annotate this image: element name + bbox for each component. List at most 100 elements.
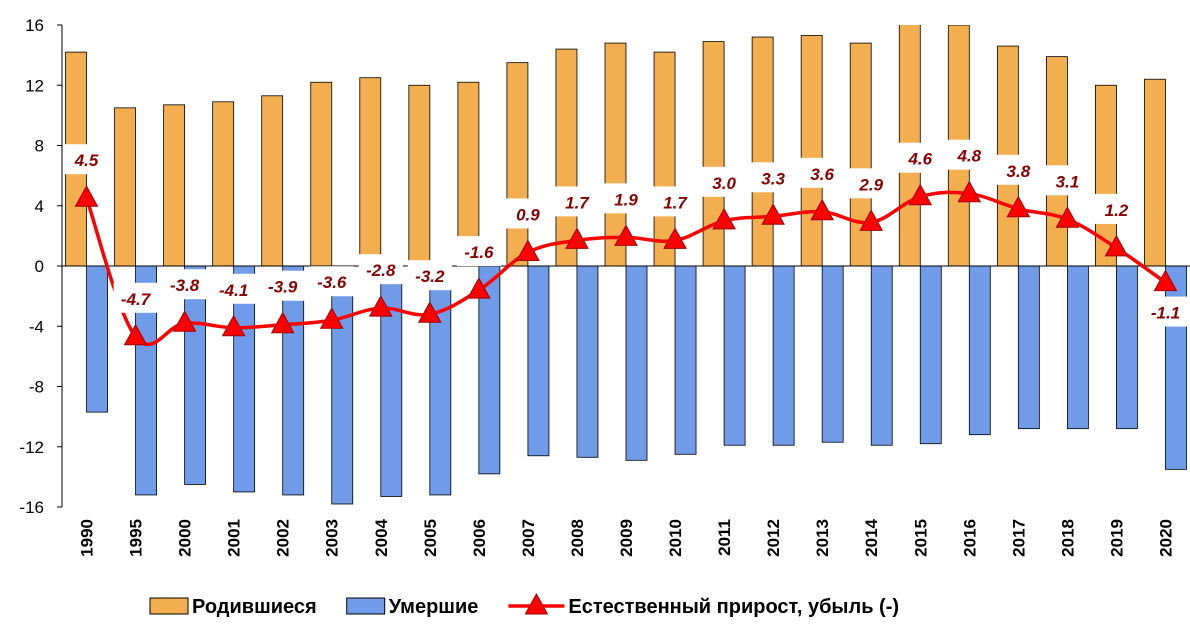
bar	[114, 107, 136, 267]
marker	[712, 207, 736, 230]
data-label-box	[505, 198, 550, 229]
bar	[849, 42, 872, 267]
bar	[261, 95, 284, 267]
bar	[527, 265, 550, 457]
data-label: -4.1	[219, 281, 248, 300]
x-tick-label: 2006	[470, 519, 489, 557]
bar	[919, 265, 942, 445]
data-label-box	[1094, 193, 1139, 224]
bar	[1116, 265, 1138, 430]
marker	[123, 323, 148, 346]
legend-swatch	[346, 597, 386, 615]
legend-label: Родившиеся	[192, 596, 317, 618]
x-tick-label: 2004	[372, 518, 391, 556]
data-label: -2.8	[366, 261, 396, 280]
data-label: 2.9	[858, 175, 883, 194]
y-tick-label: 8	[35, 137, 44, 156]
marker	[957, 180, 982, 203]
bar	[408, 84, 431, 267]
x-tick-label: 2018	[1058, 519, 1077, 557]
data-label-box	[260, 270, 305, 301]
x-tick-label: 2010	[666, 519, 685, 557]
bar	[380, 265, 403, 497]
bar	[1095, 84, 1117, 267]
x-tick-label: 2008	[568, 519, 587, 557]
x-tick-label: 2005	[421, 519, 440, 557]
bar	[870, 265, 893, 446]
bar	[212, 101, 235, 267]
data-label: 3.6	[810, 165, 834, 184]
marker	[172, 310, 197, 332]
bar	[331, 265, 354, 505]
data-label-box	[849, 168, 894, 199]
data-label-box	[751, 162, 796, 193]
x-tick-label: 2020	[1156, 519, 1175, 557]
data-label: 4.6	[907, 150, 932, 169]
x-tick-label: 2019	[1107, 519, 1126, 557]
x-tick-label: 2012	[764, 519, 783, 557]
data-label: -3.8	[170, 276, 200, 295]
bar	[723, 265, 746, 446]
data-label-box	[113, 282, 158, 313]
x-tick-label: 2017	[1009, 519, 1028, 557]
marker	[859, 209, 884, 231]
legend-label: Умершие	[389, 596, 479, 618]
bar	[800, 35, 823, 267]
bar	[1066, 265, 1089, 430]
x-tick-label: 2000	[176, 519, 195, 557]
data-label: 1.7	[565, 193, 590, 212]
bar	[86, 265, 108, 413]
data-label-box	[358, 254, 403, 285]
data-label-box	[554, 186, 599, 217]
marker	[319, 307, 344, 329]
data-label: -3.2	[415, 267, 445, 286]
bar	[1144, 78, 1166, 267]
marker	[1006, 195, 1031, 218]
marker	[761, 203, 785, 225]
data-label: 3.0	[712, 174, 736, 193]
bar	[359, 77, 382, 267]
data-label-box	[407, 260, 452, 291]
y-tick-label: -16	[19, 498, 44, 517]
y-tick-label: -4	[29, 317, 44, 336]
bar	[506, 62, 529, 267]
bar	[702, 41, 725, 267]
bar	[751, 36, 774, 267]
data-label: 3.1	[1056, 172, 1080, 191]
y-tick-label: -8	[29, 378, 44, 397]
bar	[968, 265, 991, 436]
x-tick-label: 2003	[323, 519, 342, 557]
legend-marker	[524, 592, 549, 615]
data-label: -3.9	[268, 278, 298, 297]
data-label-box	[702, 166, 747, 197]
marker	[565, 227, 589, 249]
bar	[163, 104, 186, 267]
marker	[368, 295, 393, 317]
data-label-box	[1045, 165, 1090, 196]
marker	[908, 183, 933, 206]
marker	[1104, 234, 1129, 257]
bar	[625, 265, 648, 461]
data-label: -1.1	[1151, 304, 1180, 323]
data-label: 4.5	[74, 151, 99, 170]
x-tick-label: 2015	[911, 519, 930, 557]
data-label: -1.6	[464, 243, 494, 262]
marker	[1153, 269, 1178, 292]
data-label: -3.6	[317, 273, 347, 292]
x-tick-label: 2001	[225, 519, 244, 557]
data-label: 1.9	[614, 190, 638, 209]
y-tick-label: 12	[25, 76, 44, 95]
bar	[821, 265, 844, 443]
data-label-box	[211, 273, 256, 304]
data-label-box	[653, 186, 698, 217]
marker	[467, 277, 491, 299]
bar	[576, 265, 599, 458]
data-label: 1.2	[1105, 201, 1129, 220]
marker	[810, 198, 835, 221]
y-tick-label: 0	[35, 257, 44, 276]
marker	[1055, 206, 1080, 228]
y-tick-label: 4	[35, 197, 44, 216]
bar	[674, 265, 697, 455]
legend-swatch	[149, 597, 189, 615]
legend-label: Естественный прирост, убыль (-)	[568, 596, 899, 618]
